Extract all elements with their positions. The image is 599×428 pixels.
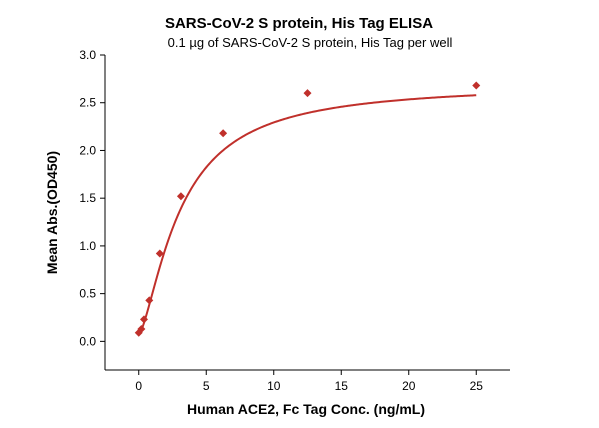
data-point-marker [219, 129, 228, 138]
y-tick-label: 0.0 [79, 334, 96, 348]
y-tick-label: 1.5 [79, 191, 96, 205]
chart-subtitle: 0.1 µg of SARS-CoV-2 S protein, His Tag … [168, 35, 453, 50]
y-ticks: 0.0 0.5 1.0 1.5 2.0 2.5 3.0 [79, 48, 105, 348]
y-tick-label: 1.0 [79, 239, 96, 253]
x-tick-label: 10 [267, 379, 281, 393]
data-point-marker [140, 315, 149, 324]
data-point-marker [137, 324, 146, 333]
x-axis-label: Human ACE2, Fc Tag Conc. (ng/mL) [187, 401, 425, 417]
data-point-marker [155, 249, 164, 258]
x-tick-label: 25 [470, 379, 484, 393]
y-tick-label: 2.5 [79, 96, 96, 110]
data-point-marker [472, 81, 481, 90]
x-tick-label: 20 [402, 379, 416, 393]
y-tick-label: 3.0 [79, 48, 96, 62]
x-ticks: 0 5 10 15 20 25 [135, 370, 483, 393]
data-point-marker [176, 192, 185, 201]
data-point-marker [145, 296, 154, 305]
y-tick-label: 2.0 [79, 143, 96, 157]
x-tick-label: 5 [203, 379, 210, 393]
x-tick-label: 0 [135, 379, 142, 393]
data-point-marker [303, 89, 312, 98]
axes [104, 55, 510, 371]
chart-title: SARS-CoV-2 S protein, His Tag ELISA [165, 15, 433, 32]
y-axis-label: Mean Abs.(OD450) [44, 151, 60, 274]
data-points [134, 81, 481, 337]
fit-curve [137, 94, 477, 336]
y-tick-label: 0.5 [79, 287, 96, 301]
x-tick-label: 15 [335, 379, 349, 393]
